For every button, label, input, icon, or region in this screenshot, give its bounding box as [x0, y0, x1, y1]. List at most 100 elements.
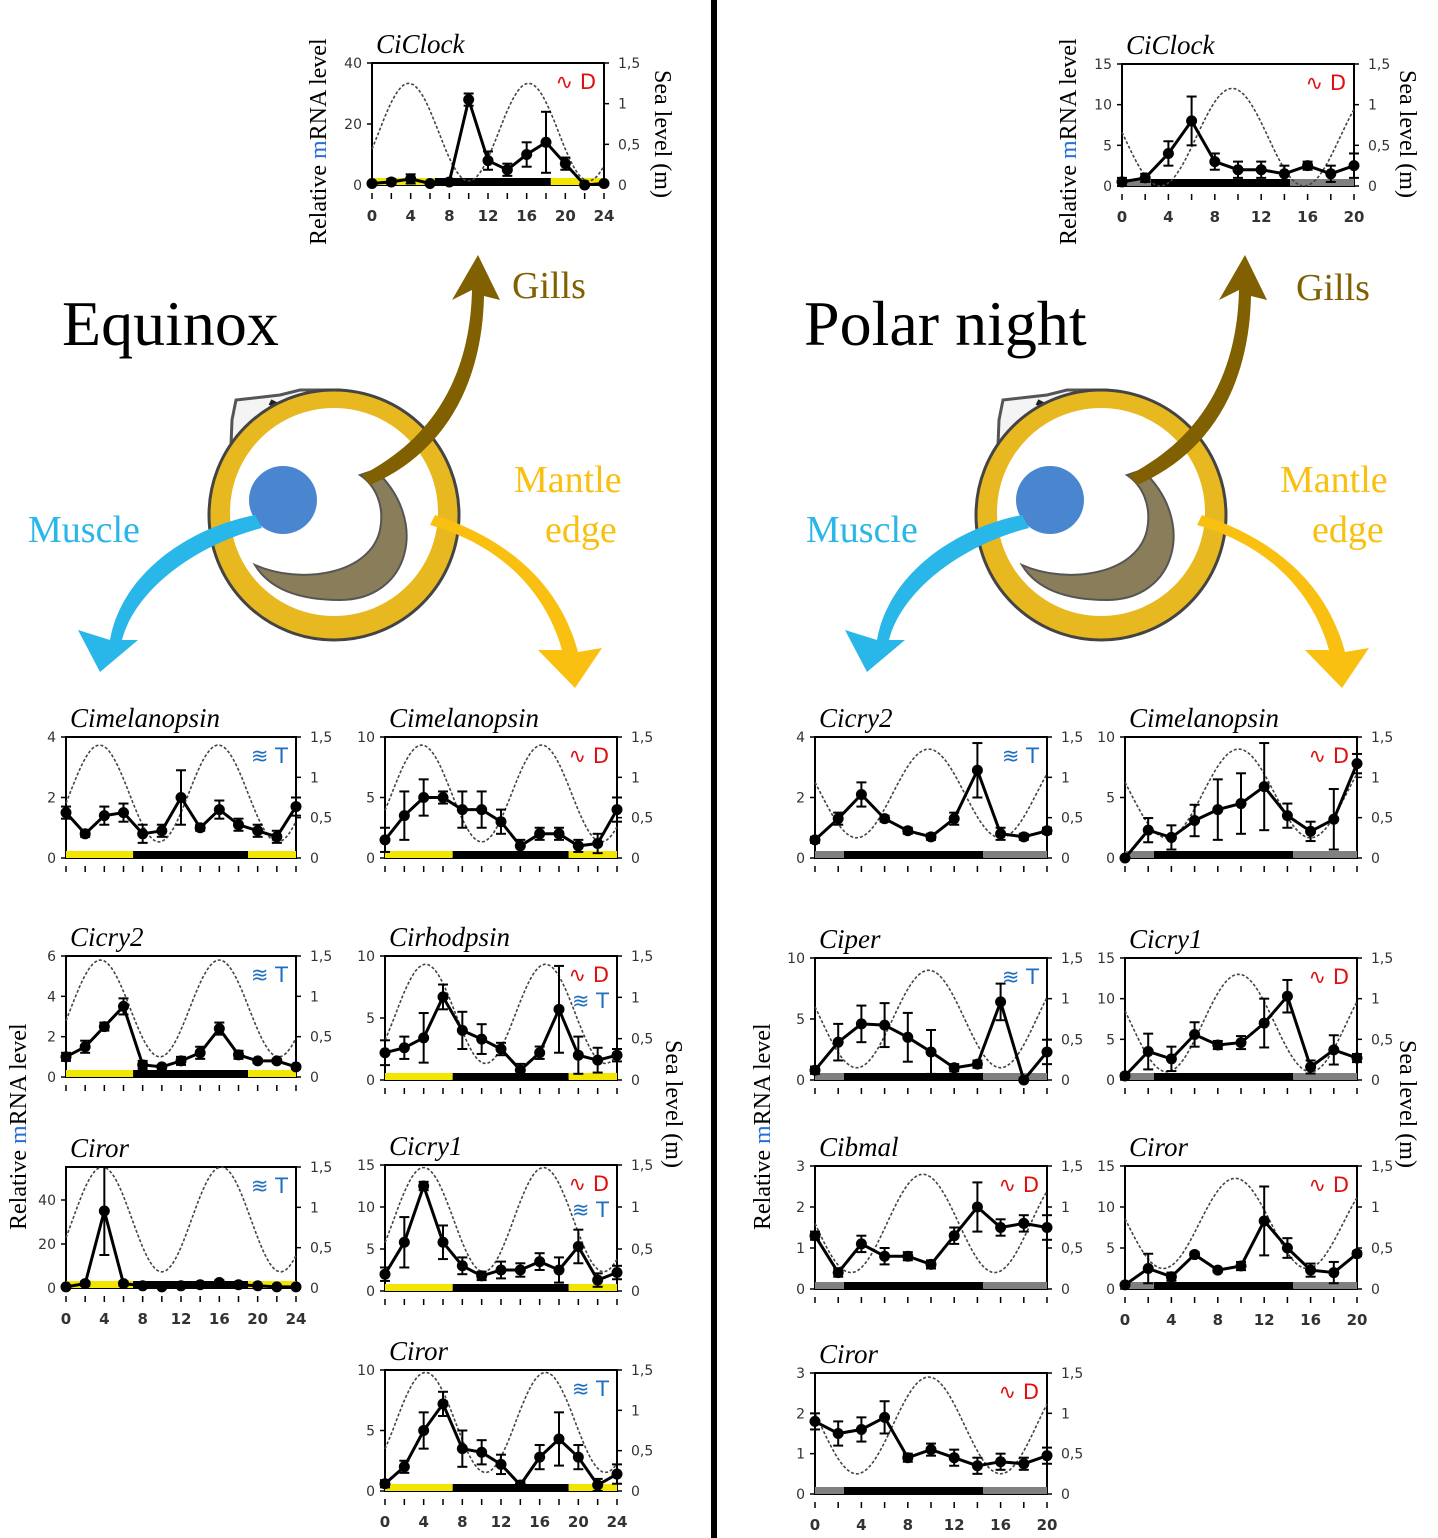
y-tick-label: 0 — [47, 851, 56, 867]
chart-title: Cimelanopsin — [70, 703, 220, 733]
data-point — [855, 1238, 867, 1250]
chart-eq-muscle-cicry2: 0 2 4 6 0 0,5 1 1,5 Cicry2 ≋ T — [47, 922, 332, 1091]
x-tick-label: 16 — [1300, 1311, 1321, 1329]
data-point — [495, 1458, 507, 1470]
data-point — [1212, 1264, 1224, 1276]
y-tick-label: 15 — [1097, 951, 1115, 967]
tidal-rhythm-tag: ≋ T — [251, 963, 288, 987]
data-point — [79, 1041, 91, 1053]
data-point — [521, 149, 533, 160]
tidal-rhythm-tag: ≋ T — [251, 744, 288, 768]
photoperiod-bar-segment — [133, 1070, 249, 1077]
sea-level-curve — [1124, 1177, 1358, 1270]
daily-rhythm-tag: ∿ D — [999, 1380, 1039, 1404]
y-tick-label: 40 — [344, 56, 362, 72]
sea-level-curve — [65, 959, 297, 1058]
y2-tick-label: 1 — [631, 1200, 640, 1216]
data-point — [437, 991, 449, 1003]
y-tick-label: 0 — [353, 178, 362, 194]
y2label-pn-gills: Sea level (m) — [1394, 70, 1420, 198]
y-tick-label: 10 — [1094, 98, 1112, 114]
scallop-illustration-equinox — [207, 388, 461, 642]
data-point — [79, 828, 91, 840]
data-point — [1018, 831, 1030, 843]
tidal-rhythm-tag: ≋ T — [1002, 965, 1039, 989]
data-point — [156, 1061, 168, 1073]
y2-tick-label: 0,5 — [1061, 1447, 1083, 1463]
photoperiod-bar-segment — [844, 1282, 984, 1289]
data-point — [559, 158, 571, 170]
data-point — [592, 1479, 604, 1491]
y2-tick-label: 0 — [1371, 851, 1380, 867]
data-point — [398, 1236, 410, 1248]
ylabel-eq-lower: Relative mRNA level — [6, 1023, 32, 1230]
data-point — [1305, 1264, 1317, 1276]
x-tick-label: 0 — [1117, 208, 1127, 226]
y-tick-label: 5 — [1106, 791, 1115, 807]
expression-line — [371, 93, 605, 187]
y-tick-label: 0 — [1106, 851, 1115, 867]
data-point — [398, 810, 410, 822]
chart-eq-mantle-cicry1: 0 5 10 15 0 0,5 1 1,5 Cicry1 ∿ D≋ T — [357, 1131, 653, 1305]
y2-tick-label: 1,5 — [1371, 730, 1393, 746]
y-tick-label: 0 — [796, 1073, 805, 1089]
data-point — [902, 1031, 914, 1043]
data-point — [948, 1230, 960, 1242]
chart-eq-mantle-cimelanopsin: 0 5 10 0 0,5 1 1,5 Cimelanopsin ∿ D — [357, 703, 653, 872]
y-tick-label: 0 — [796, 1487, 805, 1503]
data-point — [995, 996, 1007, 1008]
y2-tick-label: 1 — [1061, 770, 1070, 786]
y2-tick-label: 0 — [1061, 1487, 1070, 1503]
y-tick-label: 0 — [47, 1070, 56, 1086]
gills-arrow-equinox — [362, 255, 500, 485]
y2-tick-label: 0 — [631, 1073, 640, 1089]
data-point — [592, 1054, 604, 1066]
data-point — [1235, 1037, 1247, 1049]
y-tick-label: 0 — [1103, 179, 1112, 195]
data-point — [175, 1055, 187, 1067]
data-point — [1351, 758, 1363, 770]
data-point — [832, 1267, 844, 1279]
daily-rhythm-tag: ∿ D — [999, 1173, 1039, 1197]
data-point — [233, 819, 244, 831]
y2-tick-label: 1 — [1061, 992, 1070, 1008]
mantle-arrow-polar — [1197, 515, 1369, 688]
data-point — [1041, 1222, 1053, 1233]
data-point — [418, 1425, 430, 1436]
data-point — [1212, 804, 1224, 816]
data-point — [1116, 176, 1128, 188]
data-point — [1235, 1260, 1247, 1272]
tidal-rhythm-tag: ≋ T — [251, 1174, 288, 1198]
y2-tick-label: 0 — [1368, 179, 1377, 195]
data-point — [98, 810, 110, 822]
data-point — [398, 1042, 410, 1054]
photoperiod-bar-segment — [815, 1073, 844, 1080]
chart-pn-muscle-cicry2: 0 2 4 0 0,5 1 1,5 Cicry2 ≋ T — [796, 703, 1083, 872]
data-point — [1162, 147, 1174, 159]
data-point — [592, 1274, 604, 1286]
chart-title: Ciror — [70, 1133, 130, 1163]
data-point — [598, 177, 610, 189]
photoperiod-bar-segment — [568, 851, 617, 858]
ylabel-pn-lower: Relative mRNA level — [750, 1023, 776, 1230]
data-point — [456, 1024, 468, 1036]
mantle-label-equinox: Mantle — [514, 459, 622, 501]
photoperiod-bar-segment — [1125, 1282, 1154, 1289]
edge-label-polar: edge — [1312, 509, 1384, 551]
data-point — [514, 1264, 526, 1276]
data-point — [98, 1205, 110, 1217]
x-tick-label: 4 — [1166, 1311, 1176, 1329]
data-point — [443, 176, 455, 188]
data-point — [1328, 813, 1340, 825]
daily-rhythm-tag: ∿ D — [1309, 965, 1349, 989]
y2-tick-label: 1 — [1368, 98, 1377, 114]
y-tick-label: 0 — [366, 1073, 375, 1089]
y-tick-label: 10 — [1097, 730, 1115, 746]
data-point — [1212, 1039, 1224, 1051]
y2-tick-label: 0,5 — [1371, 1032, 1393, 1048]
photoperiod-bar-segment — [983, 1282, 1047, 1289]
muscle-label-polar: Muscle — [806, 509, 918, 551]
data-point — [995, 1222, 1007, 1233]
data-point — [925, 1444, 937, 1456]
gills-label-equinox: Gills — [512, 265, 586, 307]
